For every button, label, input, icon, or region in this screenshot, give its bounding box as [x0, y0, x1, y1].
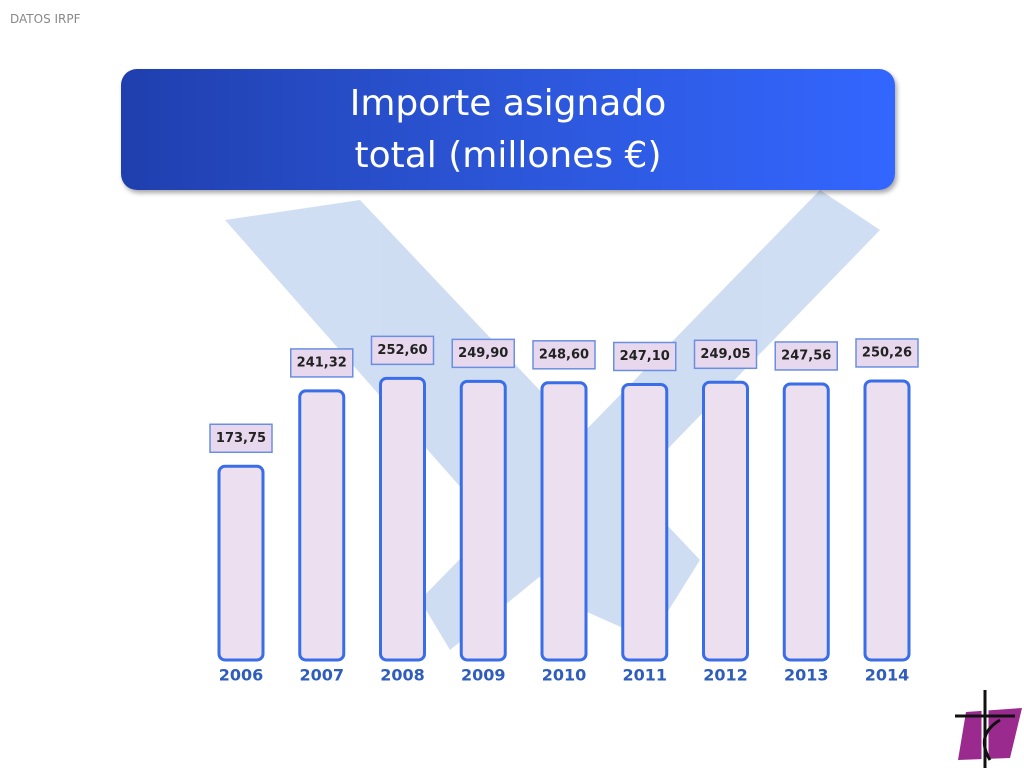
value-label: 252,60: [377, 343, 427, 358]
bar: [702, 380, 749, 662]
bar: [540, 381, 588, 662]
bar: [217, 464, 265, 662]
value-label-box: [855, 338, 919, 368]
value-label: 248,60: [539, 347, 589, 362]
value-label: 247,10: [620, 349, 670, 364]
x-tick-label: 2009: [461, 666, 506, 685]
value-label-box: [613, 341, 677, 372]
x-tick-label: 2010: [542, 666, 587, 685]
bar: [379, 376, 426, 662]
x-tick-label: 2014: [865, 666, 910, 685]
value-label: 250,26: [862, 345, 912, 360]
x-tick-label: 2008: [380, 666, 425, 685]
header: DATOS IRPF: [10, 12, 81, 26]
chart-title: Importe asignado total (millones €): [121, 69, 895, 190]
value-label: 173,75: [216, 431, 266, 446]
bar: [621, 382, 669, 662]
bar: [459, 379, 507, 662]
x-tick-label: 2012: [703, 666, 748, 685]
value-label: 249,05: [700, 347, 750, 362]
value-label-box: [290, 348, 354, 378]
value-label-box: [370, 335, 435, 366]
bar: [298, 389, 346, 662]
logo: [955, 690, 1022, 768]
x-tick-label: 2006: [219, 666, 264, 685]
value-label-box: [209, 423, 273, 454]
x-tick-label: 2007: [299, 666, 344, 685]
value-label: 247,56: [781, 348, 831, 363]
x-tick-label: 2013: [784, 666, 829, 685]
bar: [782, 382, 830, 662]
value-label-box: [451, 338, 515, 369]
value-label: 249,90: [458, 346, 508, 361]
value-label-box: [774, 341, 838, 371]
bar: [863, 379, 911, 662]
x-tick-label: 2011: [622, 666, 667, 685]
value-label-box: [693, 339, 758, 370]
value-label-box: [532, 340, 596, 370]
value-label: 241,32: [297, 355, 347, 370]
